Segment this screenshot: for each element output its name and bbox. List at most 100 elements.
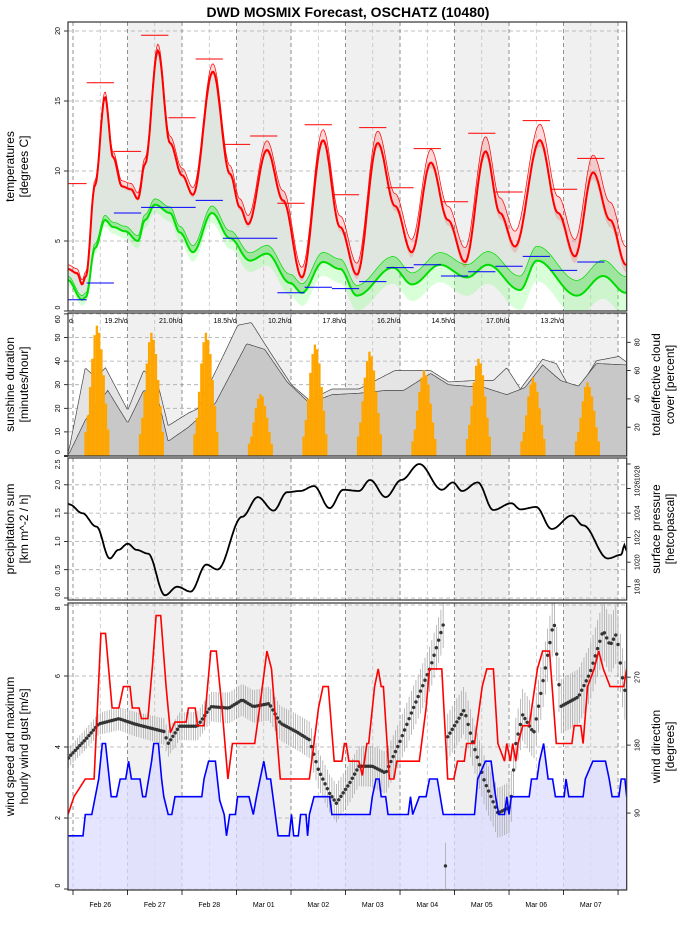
y-tick-label-right: 80 [635, 338, 642, 346]
y-tick-label: 10 [55, 428, 62, 436]
wind-direction-point [530, 727, 534, 732]
wind-direction-point [548, 640, 552, 645]
sunshine-bar [431, 422, 435, 456]
sunshine-bar [413, 429, 416, 456]
wind-direction-point [620, 676, 625, 680]
sunshine-bar [88, 387, 92, 456]
y-tick-label: 2 [55, 816, 62, 820]
wind-direction-point [348, 780, 352, 785]
wind-direction-point [609, 641, 613, 646]
sunshine-bar [141, 417, 144, 456]
x-tick-label: Mar 04 [416, 902, 438, 909]
wind-direction-point [327, 791, 332, 796]
wind-direction-point [402, 728, 407, 732]
wind-direction-point [545, 653, 550, 657]
wind-direction-point [584, 679, 588, 683]
y-tick-label: 0.5 [55, 565, 62, 575]
wind-direction-point [416, 694, 420, 699]
sunshine-bar [320, 387, 323, 456]
wind-direction-point [459, 712, 464, 717]
wind-direction-point [461, 709, 466, 713]
sunshine-bar [270, 443, 273, 456]
wind-direction-point [309, 744, 314, 749]
sunshine-bar [150, 332, 153, 456]
wind-direction-point [162, 729, 166, 734]
time-axis: Feb 26 Feb 27 Feb 28 Mar 01 Mar 02 Mar 03 Mar … [72, 890, 619, 909]
wind-direction-point [164, 736, 168, 740]
wind-direction-point [482, 778, 486, 782]
wind-direction-point [595, 646, 600, 651]
wind-direction-point [477, 763, 482, 767]
daily-sunshine-label: 16.2h/d [377, 318, 400, 325]
wind-direction-point [316, 767, 320, 771]
wind-direction-point [611, 637, 616, 641]
wind-direction-point [80, 741, 84, 745]
wind-direction-point [473, 747, 477, 752]
sunshine-bar [484, 396, 487, 456]
y-axis-label-right: [degrees] [663, 721, 677, 771]
sunshine-bar [306, 398, 310, 456]
wind-direction-point [593, 654, 598, 658]
sunshine-bar [309, 372, 312, 456]
y-tick-label-right: 1018 [635, 579, 642, 595]
wind-direction-point [491, 800, 495, 804]
sunshine-bar [590, 396, 594, 456]
sunshine-bar [93, 335, 96, 456]
sunshine-bar [538, 408, 541, 456]
wind-direction-point [591, 661, 595, 665]
sunshine-bar [468, 424, 471, 456]
wind-direction-point [84, 736, 89, 740]
y-tick-label: 6 [55, 674, 62, 678]
wind-direction-point [389, 759, 393, 764]
sunshine-bar [304, 420, 307, 456]
x-tick-label: Feb 26 [89, 902, 111, 909]
sunshine-bar [595, 427, 598, 456]
wind-direction-point [384, 769, 389, 774]
wind-direction-point [89, 731, 93, 735]
wind-direction-point [205, 710, 209, 714]
y-axis-label: [degrees C] [17, 135, 31, 197]
wind-direction-point [582, 683, 586, 688]
sunshine-bar [379, 434, 382, 456]
sunshine-bar [422, 370, 426, 456]
sunshine-bar [418, 391, 421, 456]
sunshine-bar [322, 410, 326, 456]
wind-direction-point [448, 731, 452, 735]
pressure-panel: 0.0 0.5 1.0 1.5 2.0 2.5 1018 1020 1022 1024 102610… [3, 456, 677, 601]
y-tick-label-right: 1022 [635, 530, 642, 546]
wind-direction-point [523, 716, 527, 721]
wind-direction-point [82, 739, 87, 743]
sunshine-bar [102, 375, 105, 456]
y-tick-label: 5 [55, 239, 62, 243]
y-axis-label: sunshine duration [3, 337, 17, 432]
wind-direction-point [407, 716, 411, 721]
sunshine-bar [154, 354, 158, 456]
wind-direction-point [421, 683, 425, 688]
sunshine-bar [370, 356, 373, 456]
sunshine-bar [481, 375, 485, 456]
x-tick-label: Mar 02 [307, 902, 329, 909]
wind-direction-point [409, 711, 414, 715]
wind-direction-point [589, 668, 593, 673]
wind-direction-point [166, 741, 171, 745]
wind-direction-point [268, 704, 273, 708]
chart-title: DWD MOSMIX Forecast, OSCHATZ (10480) [207, 4, 490, 20]
temperature-line [68, 48, 627, 286]
sunshine-bar [479, 363, 482, 456]
wind-direction-point [346, 784, 350, 788]
wind-direction-point [580, 688, 584, 692]
wind-direction-point [334, 801, 339, 805]
y-tick-label: 10 [55, 167, 62, 175]
sunshine-bar [100, 349, 103, 456]
y-tick-label-right: 1028 [635, 465, 642, 481]
y-axis-label: [km m^-2 / h] [17, 495, 31, 564]
y-tick-label: 60 [55, 315, 62, 323]
wind-direction-point [468, 731, 473, 735]
y-tick-label: 4 [55, 745, 62, 749]
wind-direction-point [541, 678, 545, 683]
y-tick-label-right: 1020 [635, 554, 642, 570]
y-axis-label: hourly wind gust [m/s] [17, 688, 31, 804]
wind-direction-point [436, 638, 441, 642]
wind-direction-point [75, 746, 80, 750]
